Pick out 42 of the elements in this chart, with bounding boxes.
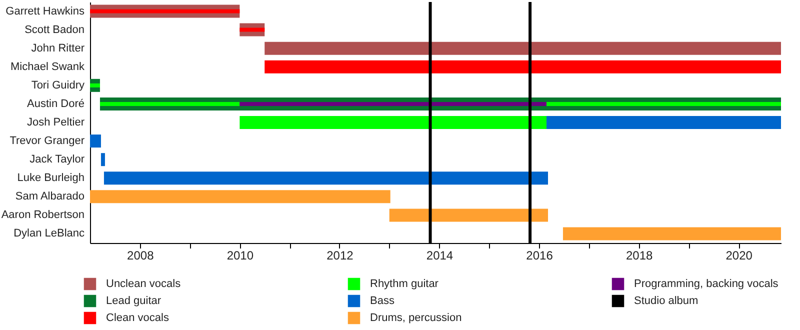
y-tick-label: Garrett Hawkins bbox=[6, 5, 85, 18]
y-tick-label: Scott Badon bbox=[24, 24, 84, 36]
y-tick-label: Tori Guidry bbox=[31, 79, 85, 92]
y-tick-label: Luke Burleigh bbox=[17, 172, 84, 184]
y-tick-label: Austin Doré bbox=[27, 98, 84, 110]
bar bbox=[546, 116, 781, 129]
bar bbox=[240, 102, 547, 106]
legend-label: Lead guitar bbox=[106, 295, 162, 307]
x-tick-label: 2018 bbox=[626, 248, 653, 262]
bar bbox=[90, 9, 240, 14]
legend-label: Studio album bbox=[634, 295, 698, 307]
y-tick-label: Josh Peltier bbox=[27, 116, 85, 128]
x-tick-label: 2010 bbox=[226, 248, 254, 262]
y-tick-label: Trevor Granger bbox=[10, 135, 85, 148]
bar bbox=[90, 134, 101, 148]
bar bbox=[100, 153, 105, 166]
x-tick-label: 2008 bbox=[127, 248, 154, 262]
bar bbox=[240, 28, 265, 32]
y-tick-label: Michael Swank bbox=[10, 60, 85, 73]
legend-label: Clean vocals bbox=[106, 312, 170, 324]
x-tick-label: 2020 bbox=[726, 248, 753, 262]
bar bbox=[264, 42, 781, 55]
bar bbox=[90, 190, 390, 204]
y-tick-label: Jack Taylor bbox=[30, 154, 85, 166]
legend-label: Programming, backing vocals bbox=[634, 278, 779, 290]
y-tick-label: John Ritter bbox=[31, 42, 85, 54]
legend-label: Drums, percussion bbox=[370, 312, 462, 324]
bar bbox=[100, 102, 240, 106]
legend-label: Unclean vocals bbox=[106, 278, 182, 290]
bar bbox=[104, 172, 548, 185]
bar bbox=[562, 227, 781, 240]
bar bbox=[546, 102, 781, 106]
bar bbox=[389, 208, 548, 222]
y-tick-label: Aaron Robertson bbox=[1, 209, 84, 222]
y-tick-label: Dylan LeBlanc bbox=[14, 228, 85, 240]
legend-label: Bass bbox=[370, 295, 395, 307]
x-tick-label: 2016 bbox=[526, 248, 554, 262]
x-tick-label: 2012 bbox=[326, 248, 354, 262]
legend-label: Rhythm guitar bbox=[370, 278, 439, 290]
y-tick-label: Sam Albarado bbox=[15, 190, 84, 203]
bar bbox=[90, 83, 100, 88]
x-tick-label: 2014 bbox=[426, 248, 454, 262]
